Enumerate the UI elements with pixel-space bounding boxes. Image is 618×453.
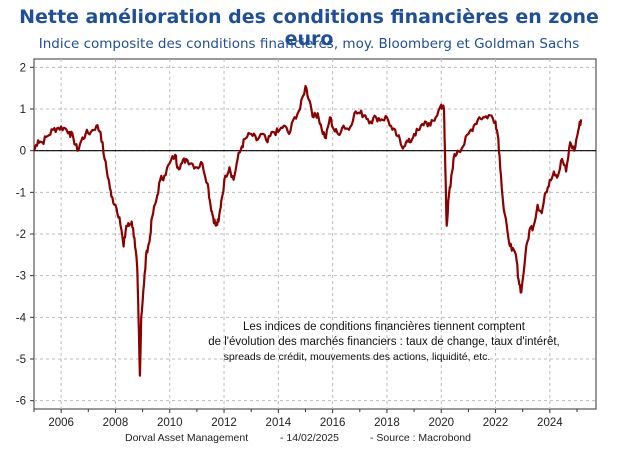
y-tick-label: -6 (16, 396, 26, 408)
x-tick-label: 2006 (48, 417, 74, 429)
x-tick-label: 2008 (103, 417, 129, 429)
x-tick-label: 2014 (266, 417, 292, 429)
annotation-line-3: spreads de crédit, mouvements des action… (224, 351, 491, 363)
x-tick-label: 2010 (157, 417, 183, 429)
x-tick-label: 2012 (211, 417, 237, 429)
annotation: Les indices de conditions financières ti… (208, 321, 560, 363)
x-tick-label: 2022 (483, 417, 509, 429)
y-tick-label: -4 (16, 312, 27, 324)
y-tick-label: 1 (20, 104, 26, 116)
y-tick-label: -5 (16, 354, 26, 366)
annotation-line-1: Les indices de conditions financières ti… (243, 321, 526, 333)
footer-date: - 14/02/2025 (280, 432, 339, 444)
x-tick-label: 2018 (374, 417, 400, 429)
footer-source-right: - Source : Macrobond (370, 432, 471, 444)
chart-subtitle: Indice composite des conditions financiè… (38, 36, 580, 52)
y-tick-label: 2 (20, 62, 26, 74)
series-line (32, 85, 583, 377)
x-tick-label: 2020 (428, 417, 454, 429)
y-tick-label: -3 (16, 271, 26, 283)
x-tick-label: 2016 (320, 417, 346, 429)
annotation-line-2: de l'évolution des marchés financiers : … (208, 336, 560, 348)
y-tick-label: -2 (16, 229, 26, 241)
y-tick-label: -1 (16, 187, 26, 199)
y-axis: 2 1 0 -1 -2 -3 -4 -5 -6 (16, 62, 34, 408)
footer-source-left: Dorval Asset Management (125, 432, 249, 444)
x-tick-label: 2024 (537, 417, 563, 429)
x-axis: 2006 2008 2010 2012 2014 2016 2018 2020 2022 2024 (33, 409, 578, 429)
y-tick-label: 0 (20, 146, 26, 158)
chart-title: Nette amélioration des conditions financ… (19, 6, 599, 50)
